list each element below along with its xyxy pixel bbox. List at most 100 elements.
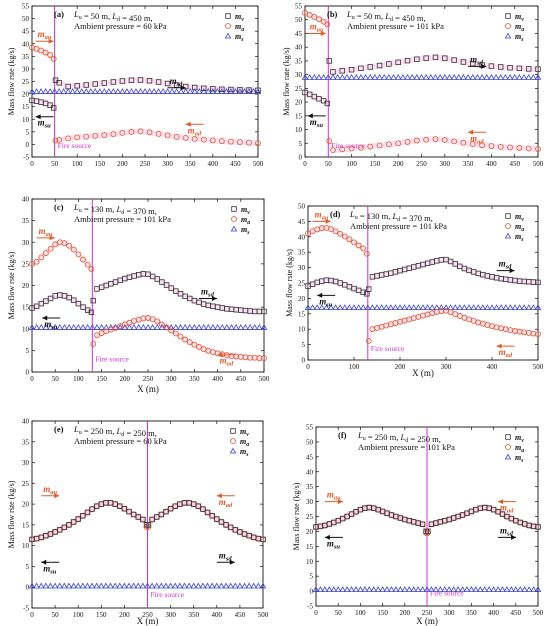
m_v-point [140,516,146,523]
legend-label-m_v: mv [515,212,524,223]
m_s-point [320,73,327,80]
m_a-point [376,142,383,149]
m_s-point [408,73,416,80]
x-tick-label: 500 [533,363,544,371]
m_s-point [214,88,221,94]
m_s-point [78,88,86,94]
m_s-point [46,88,54,94]
m_s-point [317,586,324,592]
panel-d: 0 100 200 300 400 500 0 5 10 15 20 25 30 35 40 45 50 Mass… [285,203,544,379]
m_s-point [114,88,122,94]
m_s-point [164,88,171,94]
m_s-point [64,88,72,94]
panel-a: 0 50 100 150 200 250 300 350 400 450 500-505101520… [7,3,264,169]
m_s-point [352,73,360,80]
x-tick-label: 100 [346,160,357,168]
m_a-point [155,130,162,137]
m_s-point [460,73,467,80]
m_s-point [445,586,453,592]
m_s-point [61,324,68,330]
arrow-au-head [337,499,343,505]
x-tick-label: 350 [185,160,196,168]
m_v-point [163,282,170,288]
m_s-point [223,324,231,330]
x-axis-label: X (m) [137,384,159,394]
y-tick-label: 25 [306,513,314,521]
m_s-point [454,586,462,592]
legend-label-m_s: ms [235,32,244,43]
m_s-point [137,88,144,94]
x-tick-label: 300 [166,375,177,383]
m_s-point [311,73,318,80]
label-sd: msd [500,525,514,537]
m_s-point [186,88,194,94]
m_a-point [29,260,35,267]
legend-marker-m_a [505,223,511,229]
m_s-point [478,73,486,80]
m_a-point [66,242,73,249]
x-tick-label: 350 [189,375,200,383]
m_s-point [341,304,349,311]
m_s-series [301,73,542,80]
m_s-point [168,88,176,94]
m_s-point [139,582,147,589]
arrow-sd-head [511,534,517,540]
m_s-point [155,88,162,94]
arrow-su-head [324,534,330,540]
m_s-point [79,582,87,589]
y-tick-label: -5 [23,605,29,613]
m_s-point [469,73,477,80]
m_a-point [516,145,523,151]
label-au: mau [327,490,341,502]
arrow-sd-head [509,268,515,274]
m_v-point [164,80,171,87]
m_a-point [360,245,367,252]
x-tick-label: 300 [440,160,451,168]
m_s-point [116,324,124,330]
m_s-point [150,88,158,94]
arrow-au-head [320,30,326,36]
m_s-point [195,88,203,94]
y-tick-label: 10 [22,542,30,550]
y-tick-label: 30 [22,239,30,247]
m_s-point [47,324,54,330]
m_s-point [352,586,360,592]
annotation-line-2: Ambient pressure = 101 kPa [74,214,171,224]
legend-marker-m_a [231,216,237,222]
x-tick-label: 150 [370,160,381,168]
m_s-point [105,88,113,94]
m_s-point [329,73,337,80]
y-tick-label: 30 [298,264,306,272]
m_v-series [29,500,266,543]
x-tick-label: 150 [96,375,107,383]
label-su: msu [319,296,333,308]
m_s-point [437,586,444,592]
m_s-point [332,304,339,311]
arrow-ad-head [496,343,502,349]
y-tick-label: 5 [26,563,30,571]
x-tick-label: 350 [466,609,477,617]
m_s-point [251,324,259,330]
m_s-point [73,88,81,94]
label-ad: mad [220,356,234,368]
m_s-point [250,88,257,94]
m_v-point [324,100,331,107]
fire-source-label: Fire source [151,590,185,599]
x-tick-label: 100 [349,363,360,371]
m_s-point [415,304,422,311]
y-tick-label: 20 [295,99,303,107]
m_v-point [70,519,77,525]
m_s-point [191,324,198,330]
m_a-point [47,245,54,252]
m_a-point [413,137,420,144]
m_v-point [214,516,220,522]
m_s-point [116,582,124,589]
m_a-point [200,136,207,143]
label-sd: msd [470,54,484,66]
m_s-point [130,582,137,589]
legend-label-m_s: ms [515,232,524,243]
m_s-point [167,582,174,589]
m_a-point [328,226,334,233]
y-tick-label: 15 [22,304,30,312]
m_s-point [37,324,45,330]
